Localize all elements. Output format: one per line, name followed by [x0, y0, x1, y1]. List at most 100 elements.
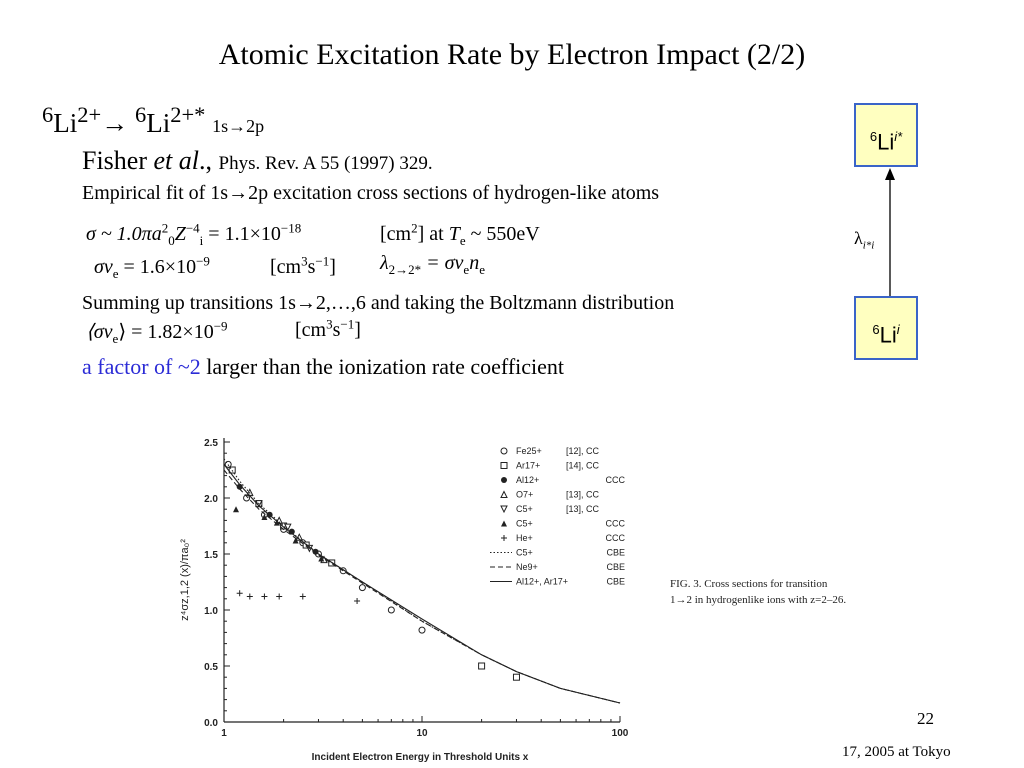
- legend-series-ref: [12], CC: [566, 446, 600, 456]
- legend-series-note: CBE: [606, 548, 625, 558]
- eq1-lhs: σ ~ 1.0πa: [86, 223, 162, 245]
- factor-highlight: a factor of ~2: [82, 354, 201, 379]
- excitation-arrow-head: [885, 168, 895, 180]
- legend-marker: [500, 505, 508, 514]
- reaction-arrow: →: [101, 108, 135, 138]
- chart-data-point: [354, 598, 361, 605]
- chart-series: [223, 458, 621, 704]
- chart-y-tick-label: 0.0: [204, 718, 218, 729]
- chart-series-line-9: [223, 464, 621, 704]
- chart-y-tick-label: 2.5: [204, 438, 218, 449]
- chart-x-tick-label: 10: [416, 728, 428, 739]
- legend-marker: [501, 477, 507, 483]
- summing-text: Summing up transitions 1s→2,…,6 and taki…: [82, 292, 675, 314]
- chart-data-point: [273, 519, 280, 526]
- chart-axes: 0.0 0.5 1.0 1.5 2.0 2.5 1 10 100: [204, 438, 629, 739]
- reference-etal: et al: [153, 146, 200, 175]
- eq3-lhs: ⟨σv: [86, 321, 113, 343]
- chart-y-tick-label: 0.5: [204, 662, 218, 673]
- lam-sub: 2→2*: [388, 262, 422, 277]
- legend-marker: [501, 520, 507, 527]
- factor-rest: larger than the ionization rate coeffici…: [200, 354, 565, 379]
- legend-marker: [501, 535, 507, 541]
- factor-statement: a factor of ~2 larger than the ionizatio…: [82, 354, 564, 380]
- rate-label: λi*i: [854, 228, 874, 252]
- lam-v-sub: e: [463, 262, 470, 277]
- element-2: Li: [146, 108, 171, 138]
- reaction-line: 6Li2+→ 6Li2+* 1s→2p: [42, 103, 265, 139]
- eq1-a-sup: 2: [161, 220, 169, 236]
- footer-text: 17, 2005 at Tokyo: [842, 744, 951, 760]
- eq1-exp: −18: [280, 220, 302, 236]
- eq2-unit-sup: 3: [301, 253, 308, 269]
- chart-data-point: [512, 673, 520, 681]
- eq3-unit-a: [cm: [295, 319, 327, 341]
- reference-author: Fisher: [82, 146, 154, 175]
- lower-state: i: [897, 322, 900, 337]
- lower-state-label: i: [896, 322, 900, 337]
- chart-data-point: [276, 593, 283, 600]
- chart-y-tick-label: 1.0: [204, 606, 218, 617]
- chart-data-point: [318, 555, 325, 562]
- eq2-lhs: σv: [94, 256, 113, 278]
- chart-x-axis-label: Incident Electron Energy in Threshold Un…: [312, 752, 529, 763]
- legend-series-note: CBE: [606, 562, 625, 572]
- legend-series-name: Al12+, Ar17+: [516, 577, 568, 587]
- chart-data-point: [246, 593, 253, 600]
- legend-series-name: Fe25+: [516, 446, 542, 456]
- eq3-unit-c: ]: [354, 319, 361, 341]
- transition-label: 1s→2p: [212, 116, 265, 136]
- chart-data-point: [299, 593, 306, 600]
- eq1-unit-b: ] at: [417, 223, 449, 245]
- chart-y-tick-label: 1.5: [204, 550, 218, 561]
- legend-series-name: Ar17+: [516, 461, 540, 471]
- upper-level-box: 6Lii*: [854, 103, 918, 167]
- eq1-temperature: T: [448, 223, 460, 245]
- legend-series-note: CBE: [606, 577, 625, 587]
- eq3-sub: e: [112, 331, 119, 346]
- legend-series-note: CCC: [606, 519, 626, 529]
- chart-y-tick-label: 2.0: [204, 494, 218, 505]
- legend-series-name: C5+: [516, 548, 533, 558]
- upper-state: i*: [894, 129, 902, 144]
- eq1-unit-sup: 2: [411, 220, 418, 236]
- legend-marker: [500, 462, 508, 469]
- cross-section-chart: 0.0 0.5 1.0 1.5 2.0 2.5 1 10 100 Fe25+ [12], CC Ar…: [179, 438, 629, 763]
- legend-series-name: Al12+: [516, 475, 539, 485]
- chart-data-point: [233, 506, 240, 513]
- legend-series-ref: [14], CC: [566, 461, 600, 471]
- legend-series-name: Ne9+: [516, 562, 538, 572]
- chart-y-axis-label: z⁴σz,1,2 (x)/πa₀²: [179, 539, 191, 621]
- eq2-unit-sup2: −1: [315, 253, 330, 269]
- chart-x-tick-label: 100: [612, 728, 629, 739]
- cross-section-unit: [cm2] at Te ~ 550eV: [380, 220, 540, 247]
- chart-data-point: [261, 593, 268, 600]
- legend-series-name: He+: [516, 533, 533, 543]
- eq2-unit-b: s: [307, 256, 316, 278]
- rate-coefficient-equation: σve = 1.6×10−9: [94, 254, 210, 281]
- eq1-z-sub: i: [199, 233, 204, 248]
- chart-data-point: [236, 483, 243, 490]
- eq3-unit-sup2: −1: [340, 316, 355, 332]
- chart-data-point: [228, 466, 236, 474]
- chart-data-point: [236, 590, 243, 597]
- lower-level-box: 6Lii: [854, 296, 918, 360]
- isotope-1: 6: [42, 102, 54, 127]
- averaged-rate-unit: [cm3s−1]: [295, 316, 361, 342]
- legend-marker: [500, 447, 508, 455]
- averaged-rate-equation: ⟨σve⟩ = 1.82×10−9: [86, 319, 228, 346]
- eq1-a-sub: 0: [168, 233, 175, 248]
- chart-data-point: [261, 514, 268, 521]
- eq2-sub: e: [112, 266, 119, 281]
- chart-x-tick-label: 1: [221, 728, 227, 739]
- fit-description: Empirical fit of 1s→2p excitation cross …: [82, 182, 660, 204]
- chart-data-point: [418, 626, 426, 634]
- legend-series-ref: [13], CC: [566, 490, 600, 500]
- chart-data-point: [283, 523, 292, 532]
- eq1-z-sup: −4: [185, 220, 200, 236]
- slide-title: Atomic Excitation Rate by Electron Impac…: [218, 38, 806, 71]
- eq3-unit-b: s: [332, 319, 341, 341]
- legend-series-ref: [13], CC: [566, 504, 600, 514]
- eq3-rhs: ⟩ = 1.82×10: [118, 321, 214, 343]
- eq3-unit-sup: 3: [326, 316, 333, 332]
